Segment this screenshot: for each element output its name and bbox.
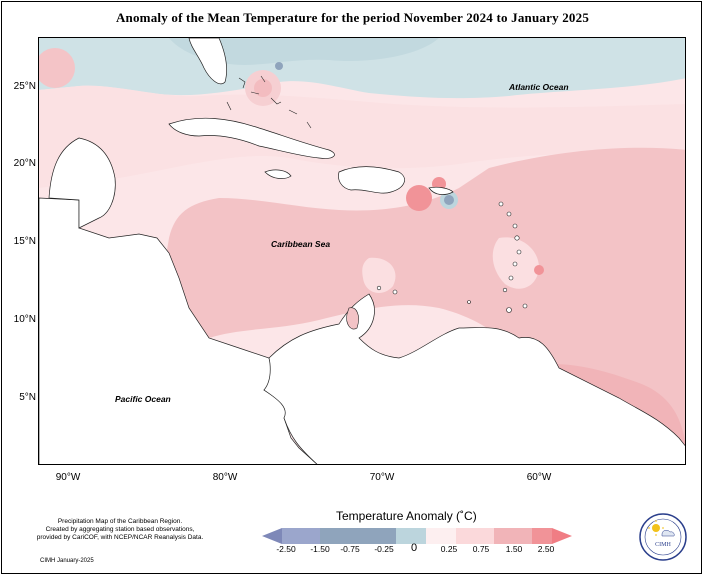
legend-bin-arrow-high — [552, 528, 572, 544]
legend-title: Temperature Anomaly (˚C) — [336, 509, 477, 523]
hotspot-hispaniola — [406, 185, 432, 211]
legend-label: 0 — [410, 542, 418, 554]
pacific-ocean-label: Pacific Ocean — [115, 394, 171, 404]
lat-label-20: 20°N — [13, 158, 36, 169]
lat-label-5: 5°N — [19, 392, 36, 403]
legend-bin — [456, 528, 494, 544]
legend-colorbar — [262, 528, 572, 544]
credit-text: Precipitation Map of the Caribbean Regio… — [30, 518, 210, 542]
legend-label: 1.50 — [505, 544, 523, 554]
legend-label: -1.50 — [310, 544, 330, 554]
legend-bin — [494, 528, 532, 544]
lon-label-70: 70°W — [369, 472, 395, 483]
logo-text: CIMH — [655, 542, 671, 548]
lat-label-15: 15°N — [13, 236, 36, 247]
map-canvas — [39, 38, 685, 464]
land-cuba — [168, 117, 335, 159]
legend-bin — [320, 528, 358, 544]
coldspot-puerto-rico — [444, 195, 454, 205]
caribbean-sea-label: Caribbean Sea — [271, 239, 331, 249]
legend-label: -0.25 — [374, 544, 394, 554]
lat-label-10: 10°N — [13, 314, 36, 325]
legend-bin — [396, 528, 426, 544]
lon-label-90: 90°W — [55, 472, 81, 483]
land-south-america — [263, 293, 685, 464]
legend-label: 2.50 — [537, 544, 555, 554]
lat-label-25: 25°N — [13, 81, 36, 92]
land-yucatan — [48, 137, 116, 229]
legend-label: -0.75 — [340, 544, 360, 554]
legend-label: 0.75 — [472, 544, 490, 554]
land-florida — [188, 38, 227, 85]
sun-cloud-icon — [648, 520, 675, 537]
legend-label: 0.25 — [440, 544, 458, 554]
legend-bin — [532, 528, 552, 544]
legend-bin-arrow-low — [262, 528, 282, 544]
anomaly-map: Atlantic Ocean Caribbean Sea Pacific Oce… — [38, 37, 686, 465]
map-title: Anomaly of the Mean Temperature for the … — [115, 10, 590, 25]
credit-line-2: Created by aggregating station based obs… — [45, 526, 195, 533]
cimh-logo: CIMH — [639, 513, 687, 561]
credit-line-1: Precipitation Map of the Caribbean Regio… — [57, 518, 183, 525]
credit-line-3: provided by CariCOF, with NCEP/NCAR Rean… — [36, 534, 204, 541]
atlantic-ocean-label: Atlantic Ocean — [509, 82, 569, 92]
lon-label-80: 80°W — [212, 472, 238, 483]
land-hispaniola — [338, 166, 405, 194]
legend-bin — [282, 528, 320, 544]
credit-date: CIMH January-2025 — [40, 558, 94, 564]
land-central-america — [39, 197, 318, 464]
legend-label: -2.50 — [276, 544, 296, 554]
lon-label-60: 60°W — [526, 472, 552, 483]
legend-bin — [426, 528, 456, 544]
legend-bin — [358, 528, 396, 544]
